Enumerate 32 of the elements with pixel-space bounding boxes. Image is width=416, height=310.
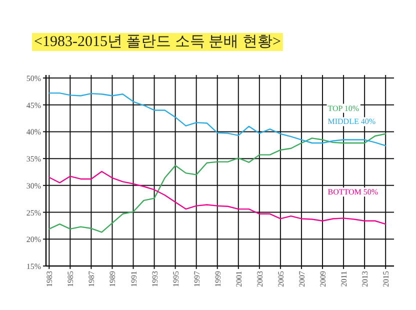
text: TOP 10%	[328, 104, 360, 113]
x-tick-label: 1995	[171, 271, 180, 287]
x-tick-label: 2003	[255, 271, 264, 287]
y-tick-label: 15%	[26, 262, 42, 271]
x-tick-label: 1993	[150, 271, 160, 287]
x-tick-label: 1999	[213, 271, 222, 287]
y-tick-label: 35%	[26, 154, 42, 164]
x-tick-label: 1991	[129, 271, 138, 287]
y-tick-label: 50%	[26, 74, 42, 83]
x-tick-label: 1989	[108, 271, 118, 287]
x-tick-label: 1983	[45, 271, 54, 287]
x-tick-label: 2001	[234, 271, 244, 287]
y-tick-label: 40%	[26, 128, 42, 137]
y-tick-label: 45%	[26, 100, 42, 110]
x-tick-label: 1985	[66, 271, 76, 287]
x-tick-label: 2009	[318, 271, 328, 287]
y-tick-label: 30%	[26, 181, 42, 190]
series-label: MIDDLE 40%	[328, 117, 376, 126]
title: <1983-2015년 폴란드 소득 분배 현황>	[34, 34, 281, 50]
line-series	[48, 92, 386, 146]
line-series	[48, 170, 386, 225]
line-series	[48, 133, 386, 233]
x-tick-label: 1997	[192, 271, 202, 287]
x-tick-label: 2015	[382, 271, 391, 287]
y-tick-label: 20%	[26, 235, 42, 244]
text: BOTTOM 50%	[328, 188, 378, 197]
x-tick-label: 1987	[87, 271, 96, 287]
y-tick-label: 25%	[26, 208, 42, 218]
x-tick-label: 2007	[297, 271, 306, 287]
x-tick-label: 2011	[340, 271, 349, 287]
x-tick-label: 2005	[276, 271, 286, 287]
x-tick-label: 2013	[360, 271, 370, 287]
